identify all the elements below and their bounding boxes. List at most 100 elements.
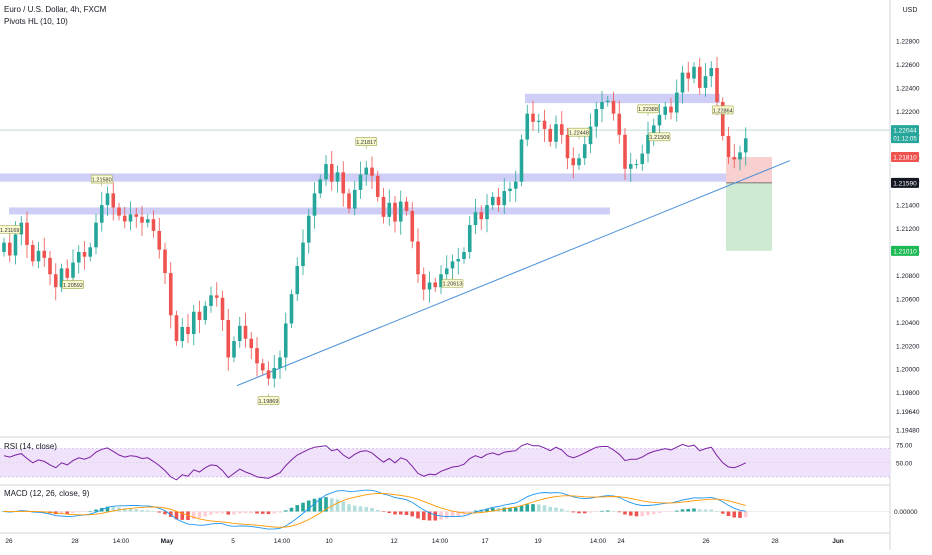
candle-body xyxy=(335,172,340,182)
candle-body xyxy=(450,261,455,269)
candle-body xyxy=(306,215,311,243)
candle-body xyxy=(232,341,236,358)
macd-histogram-bar xyxy=(720,511,725,514)
macd-histogram-bar xyxy=(157,511,162,513)
candle-body xyxy=(646,134,650,154)
candle-body xyxy=(703,76,708,88)
candle-body xyxy=(536,120,541,122)
candle-body xyxy=(709,67,714,77)
candle-body xyxy=(697,66,702,88)
pivot-label-text: 1.19869 xyxy=(259,399,279,405)
macd-histogram-bar xyxy=(266,511,271,515)
macd-histogram-bar xyxy=(318,497,323,512)
pivot-label-text: 1.20592 xyxy=(63,283,83,289)
macd-histogram-bar xyxy=(105,506,110,512)
candle-body xyxy=(565,134,570,159)
candle-body xyxy=(582,144,587,159)
macd-histogram-bar xyxy=(565,510,570,512)
macd-histogram-bar xyxy=(128,508,133,512)
candle-body xyxy=(122,215,127,222)
candle-body xyxy=(508,188,512,192)
macd-histogram-bar xyxy=(65,511,70,514)
macd-histogram-bar xyxy=(237,511,242,514)
candle-body xyxy=(249,338,254,349)
candle-body xyxy=(427,282,432,290)
candle-body xyxy=(467,225,472,252)
macd-tick-label: 0.00000 xyxy=(894,509,918,516)
macd-histogram-bar xyxy=(398,511,403,515)
candle-body xyxy=(657,114,662,126)
macd-histogram-bar xyxy=(508,507,512,512)
macd-histogram-bar xyxy=(272,511,277,514)
candle-body xyxy=(732,157,737,160)
candle-body xyxy=(605,100,610,102)
macd-histogram-bar xyxy=(387,511,392,514)
macd-line xyxy=(3,489,746,530)
macd-histogram-bar xyxy=(444,511,449,519)
stop-loss-zone xyxy=(726,157,772,183)
price-tick-label: 1.19480 xyxy=(896,428,920,435)
candle-body xyxy=(99,205,104,223)
candle-body xyxy=(214,295,219,298)
candle-body xyxy=(669,106,673,113)
macd-histogram-bar xyxy=(255,511,259,514)
pivot-label-text: 1.22864 xyxy=(713,108,733,114)
macd-histogram-bar xyxy=(421,511,426,521)
candle-body xyxy=(318,179,323,194)
candle-body xyxy=(640,153,645,165)
time-tick-label: 28 xyxy=(771,538,779,545)
macd-histogram-bar xyxy=(600,510,604,512)
macd-histogram-bar xyxy=(686,508,691,512)
macd-histogram-bar xyxy=(358,506,363,512)
candle-body xyxy=(548,128,553,142)
candle-body xyxy=(404,201,409,211)
pivot-label-text: 1.21580 xyxy=(92,177,112,183)
candle-body xyxy=(19,222,24,235)
time-tick-label: 14:00 xyxy=(590,538,607,545)
macd-histogram-bar xyxy=(467,511,472,513)
macd-histogram-bar xyxy=(646,511,650,516)
price-tag-text: 1.22044 xyxy=(893,128,917,135)
candle-body xyxy=(266,370,271,379)
macd-histogram-bar xyxy=(542,505,547,512)
macd-histogram-bar xyxy=(71,511,75,514)
candle-body xyxy=(30,244,35,262)
macd-histogram-bar xyxy=(88,510,93,512)
macd-histogram-bar xyxy=(605,510,610,512)
candle-body xyxy=(370,167,374,176)
candle-body xyxy=(496,196,501,206)
macd-histogram-bar xyxy=(59,511,64,514)
macd-histogram-bar xyxy=(531,504,535,512)
candle-body xyxy=(686,72,691,79)
macd-histogram-bar xyxy=(203,511,208,517)
price-tag xyxy=(891,125,919,144)
trendline xyxy=(236,160,791,387)
candle-body xyxy=(674,92,679,113)
candle-body xyxy=(329,164,334,182)
macd-histogram-bar xyxy=(220,511,225,514)
candle-body xyxy=(168,273,173,316)
macd-histogram-bar xyxy=(617,511,622,513)
candle-body xyxy=(720,101,725,136)
candle-body xyxy=(531,113,535,122)
candle-body xyxy=(65,268,70,278)
macd-histogram-bar xyxy=(140,509,144,512)
candle-body xyxy=(111,193,116,208)
time-tick-label: 10 xyxy=(325,538,333,545)
candle-body xyxy=(485,205,489,220)
candle-body xyxy=(36,250,41,262)
candle-body xyxy=(387,202,392,217)
price-tag xyxy=(891,177,919,188)
macd-histogram-bar xyxy=(692,508,696,512)
candle-body xyxy=(59,268,64,288)
candle-body xyxy=(358,174,363,190)
candle-body xyxy=(611,100,616,114)
candle-body xyxy=(410,210,415,242)
macd-histogram-bar xyxy=(680,509,685,512)
macd-histogram-bar xyxy=(663,511,668,512)
candle-body xyxy=(617,113,622,135)
macd-histogram-bar xyxy=(651,511,656,515)
macd-histogram-bar xyxy=(611,510,616,512)
